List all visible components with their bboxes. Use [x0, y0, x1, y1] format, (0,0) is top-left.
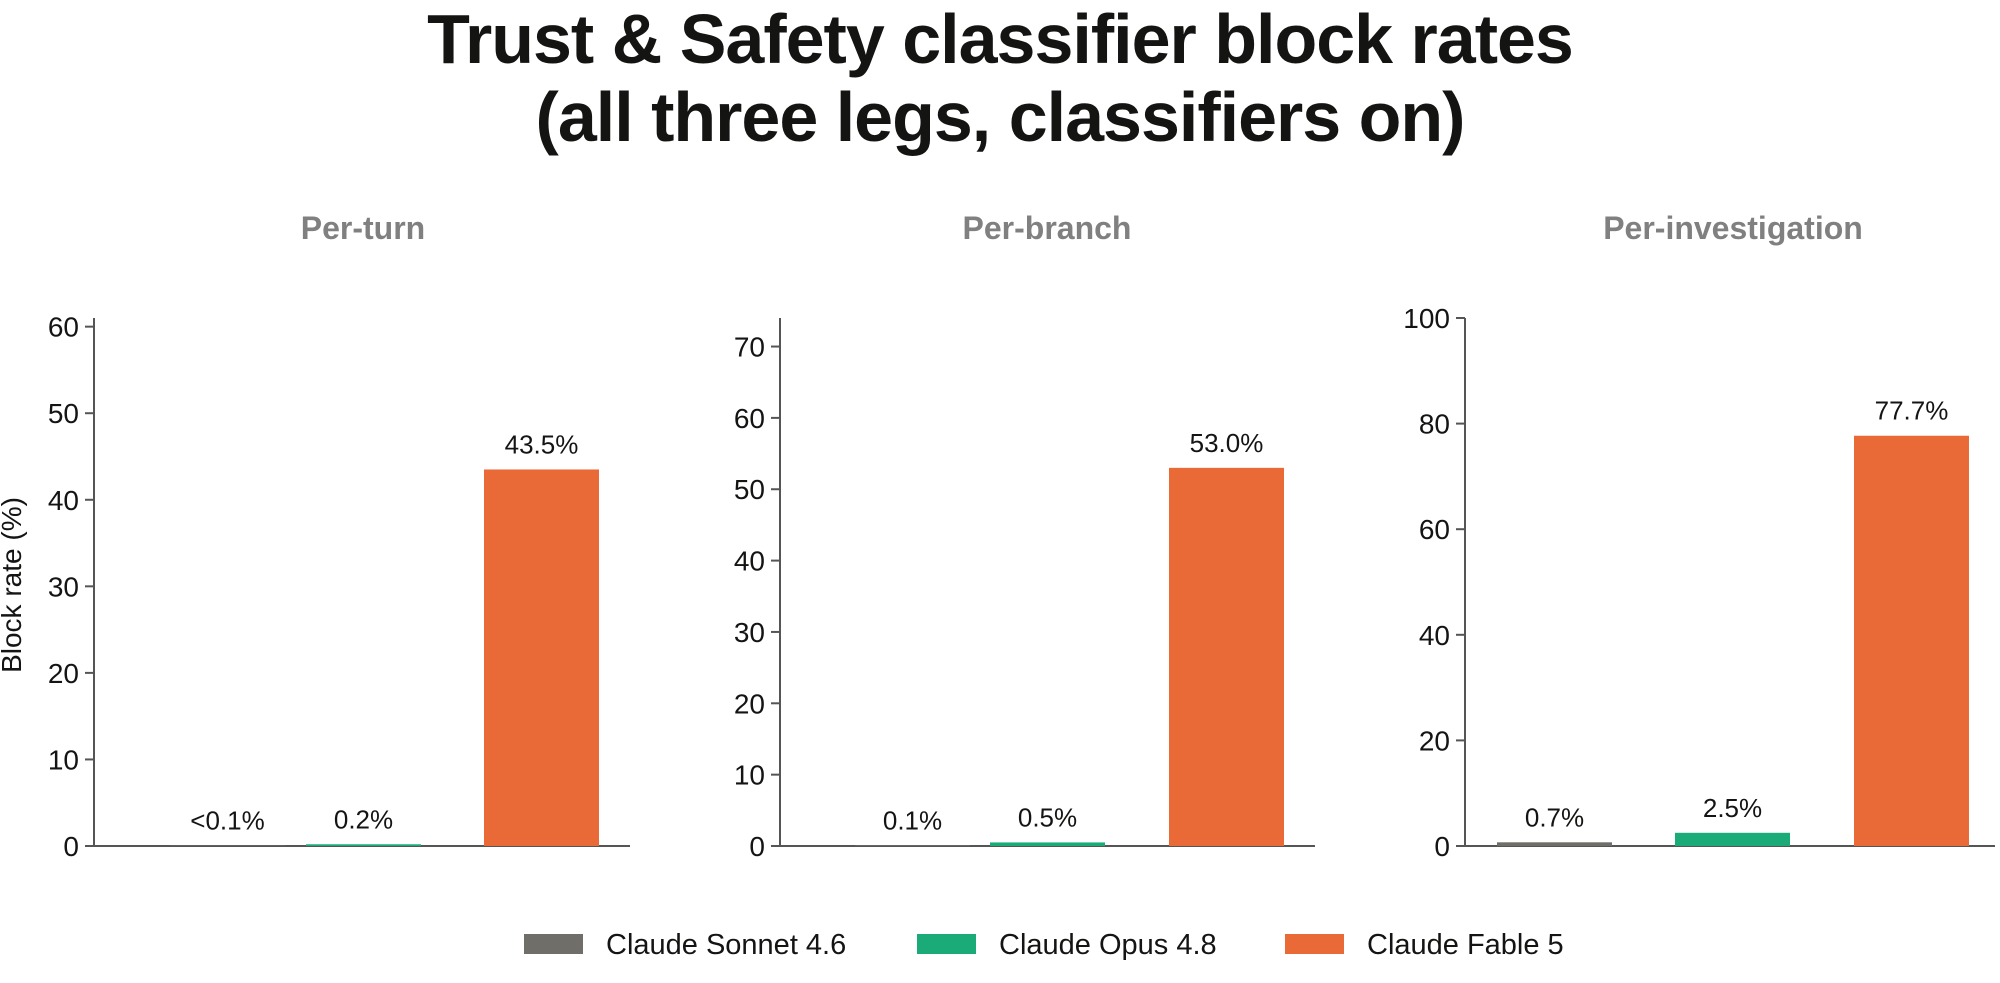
- y-tick-label: 70: [734, 332, 765, 363]
- bar: [855, 845, 970, 846]
- chart-panel: Per-branch 0 10 20 30 40 50 60 70 0.1% 0.5% 53.0%: [734, 210, 1315, 862]
- data-label: 2.5%: [1703, 793, 1762, 823]
- y-tick-label: 10: [48, 744, 79, 775]
- data-label: 53.0%: [1190, 428, 1264, 458]
- y-tick-label: 80: [1419, 409, 1450, 440]
- bar: [1675, 832, 1790, 846]
- y-axis-label: Block rate (%): [0, 497, 27, 673]
- bar: [1854, 435, 1969, 846]
- panel-title: Per-investigation: [1603, 210, 1863, 246]
- y-tick-label: 40: [734, 546, 765, 577]
- bar: [990, 842, 1105, 846]
- data-label: 0.7%: [1525, 802, 1584, 832]
- bar: [1169, 467, 1284, 846]
- chart-title: Trust & Safety classifier block rates (a…: [0, 0, 2000, 156]
- legend-label: Claude Fable 5: [1367, 929, 1564, 961]
- y-tick-label: 60: [1419, 514, 1450, 545]
- y-tick-label: 0: [1434, 831, 1450, 862]
- legend-label: Claude Opus 4.8: [999, 929, 1217, 961]
- chart-panel: Per-turn 0 10 20 30 40 50 60 <0.1% 0.2% 43.5% Block…: [0, 210, 630, 862]
- y-tick-label: 20: [1419, 725, 1450, 756]
- y-tick-label: 30: [734, 617, 765, 648]
- panel-title: Per-turn: [301, 210, 425, 246]
- data-label: 43.5%: [505, 429, 579, 459]
- bar: [306, 844, 421, 846]
- data-label: 0.1%: [883, 805, 942, 835]
- y-tick-label: 60: [734, 403, 765, 434]
- chart-title-line-2: (all three legs, classifiers on): [535, 78, 1466, 156]
- y-tick-label: 50: [734, 474, 765, 505]
- panel-title: Per-branch: [963, 210, 1132, 246]
- data-label: 77.7%: [1875, 396, 1949, 426]
- data-label: 0.5%: [1018, 802, 1077, 832]
- data-label: 0.2%: [334, 804, 393, 834]
- legend: Claude Sonnet 4.6 Claude Opus 4.8 Claude F…: [524, 929, 1564, 961]
- legend-swatch: [917, 934, 976, 954]
- y-tick-label: 20: [734, 688, 765, 719]
- bar: [1497, 842, 1612, 846]
- y-tick-label: 40: [48, 485, 79, 516]
- y-tick-label: 100: [1403, 303, 1450, 334]
- y-tick-label: 20: [48, 658, 79, 689]
- y-tick-label: 10: [734, 760, 765, 791]
- bar: [484, 469, 599, 846]
- legend-label: Claude Sonnet 4.6: [606, 929, 846, 961]
- data-label: <0.1%: [190, 806, 264, 836]
- y-tick-label: 30: [48, 571, 79, 602]
- chart-title-line-1: Trust & Safety classifier block rates: [427, 0, 1574, 78]
- chart-panel: Per-investigation 0 20 40 60 80 100 0.7% 2.5% 77.…: [1403, 210, 1995, 862]
- y-tick-label: 0: [63, 831, 79, 862]
- legend-swatch: [524, 934, 583, 954]
- y-tick-label: 0: [749, 831, 765, 862]
- y-tick-label: 50: [48, 398, 79, 429]
- legend-swatch: [1285, 934, 1344, 954]
- y-tick-label: 40: [1419, 620, 1450, 651]
- y-tick-label: 60: [48, 312, 79, 343]
